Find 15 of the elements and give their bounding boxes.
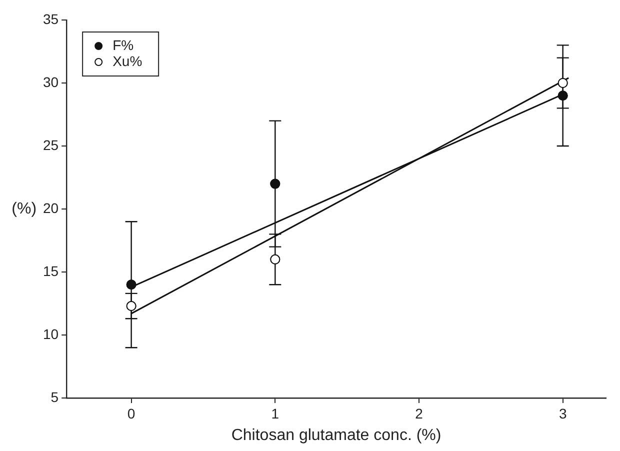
y-tick-label: 10 bbox=[42, 326, 59, 342]
x-tick-label: 3 bbox=[558, 405, 567, 422]
y-tick-label: 5 bbox=[50, 388, 59, 405]
legend-label: F% bbox=[112, 36, 134, 53]
y-tick-label: 20 bbox=[42, 200, 59, 216]
x-axis-title: Chitosan glutamate conc. (%) bbox=[231, 426, 442, 444]
y-axis-title: (%) bbox=[12, 200, 37, 218]
y-tick-label: 35 bbox=[42, 10, 59, 27]
y-tick-label: 25 bbox=[42, 136, 59, 153]
x-tick-label: 0 bbox=[127, 405, 136, 422]
x-tick-label: 2 bbox=[415, 405, 424, 422]
y-tick-label: 15 bbox=[42, 262, 59, 279]
y-tick-label: 30 bbox=[42, 74, 59, 90]
x-tick-label: 1 bbox=[271, 405, 280, 422]
legend-label: Xu% bbox=[112, 52, 142, 69]
